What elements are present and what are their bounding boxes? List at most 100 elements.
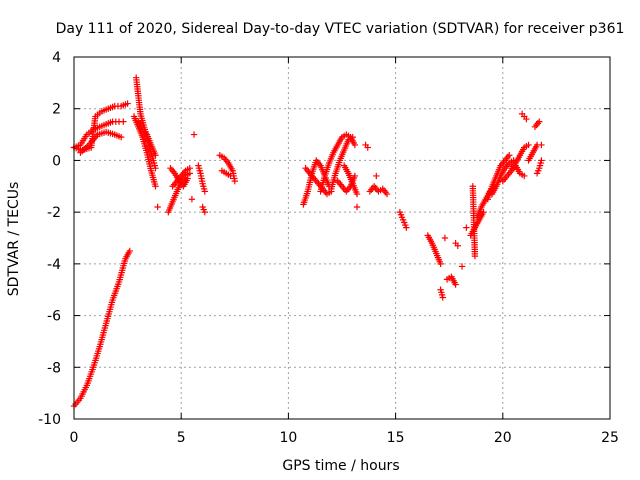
data-point [538,141,545,149]
data-segment [366,183,391,198]
data-segment [302,164,335,198]
data-point [201,188,208,195]
data-point [120,118,127,125]
data-segment [396,208,410,231]
data-point [201,208,208,216]
data-point [439,294,446,301]
x-tick-label: 10 [279,430,297,446]
data-point [523,115,530,123]
y-axis-label: SDTVAR / TECUs [6,182,22,297]
data-segment [533,157,545,177]
data-segment [437,286,446,301]
x-tick-label: 5 [177,430,186,446]
data-segment [508,141,532,172]
y-tick-label: 2 [52,102,61,118]
chart-title: Day 111 of 2020, Sidereal Day-to-day VTE… [56,21,625,37]
data-point [383,190,391,198]
data-point [506,152,513,159]
data-point [184,175,191,182]
data-point [538,157,545,164]
x-tick-labels: 0 5 10 15 20 25 [70,430,619,446]
x-tick-label: 20 [494,430,512,446]
data-point [126,247,133,255]
data-segment [518,110,530,123]
data-segment [499,162,528,185]
y-tick-label: -2 [47,205,61,221]
data-point [437,260,444,268]
data-segment [463,224,470,231]
data-point [186,164,193,172]
data-point [454,242,461,249]
x-tick-label: 0 [70,430,79,446]
data-segment [353,203,361,211]
data-segment [195,162,208,195]
data-point [124,100,131,107]
data-point [373,172,380,180]
data-point [441,234,449,242]
y-tick-label: -4 [47,257,61,273]
axis-ticks [73,56,611,420]
x-axis-label: GPS time / hours [282,458,399,474]
y-tick-label: -10 [38,412,61,428]
y-tick-label: -6 [47,309,61,325]
x-tick-label: 25 [601,430,619,446]
data-point [152,183,159,190]
data-segment [452,239,461,249]
data-point [188,196,196,203]
data-point [480,208,487,216]
data-point [353,203,361,211]
data-point [536,118,543,125]
data-point [463,224,470,231]
data-point [403,224,410,231]
data-point [521,172,528,180]
data-segment [424,232,444,268]
data-point [190,131,198,138]
data-segment [362,141,371,151]
data-segment [167,164,191,190]
x-tick-label: 15 [387,430,405,446]
data-segment [441,234,449,242]
data-point [351,141,359,149]
data-point [152,152,159,159]
data-segment [154,203,161,211]
y-tick-label: 0 [52,153,61,169]
y-tick-label: -8 [47,360,61,376]
data-point [351,172,359,180]
data-segment [317,131,359,195]
data-segment [77,128,125,156]
data-point [349,133,356,141]
grid-lines [74,57,610,419]
y-tick-label: 4 [52,50,61,66]
data-segment [169,164,193,190]
data-point [452,281,459,288]
data-segment [216,152,238,185]
data-point [154,203,161,211]
y-tick-labels: -10 -8 -6 -4 -2 0 2 4 [38,50,61,428]
data-point [458,263,466,270]
data-point [471,252,479,260]
data-segment [218,167,234,180]
data-segment [70,247,133,410]
data-segment [531,118,543,131]
data-segment [135,118,159,159]
data-segment [443,273,459,288]
data-point [231,177,238,185]
data-point [117,133,125,141]
data-point [227,172,234,180]
data-segment [373,172,380,180]
data-point [353,190,361,198]
data-segment [328,133,356,193]
data-segment [488,157,517,198]
data-segment [188,196,196,203]
data-segment [340,162,361,198]
data-segment [525,141,545,164]
plot-frame [73,56,611,420]
data-segment [458,263,466,270]
data-segment [467,208,487,239]
data-point [525,141,532,149]
data-points [70,74,545,410]
data-segment [190,131,198,138]
data-point [364,144,371,151]
data-segment [199,203,208,216]
